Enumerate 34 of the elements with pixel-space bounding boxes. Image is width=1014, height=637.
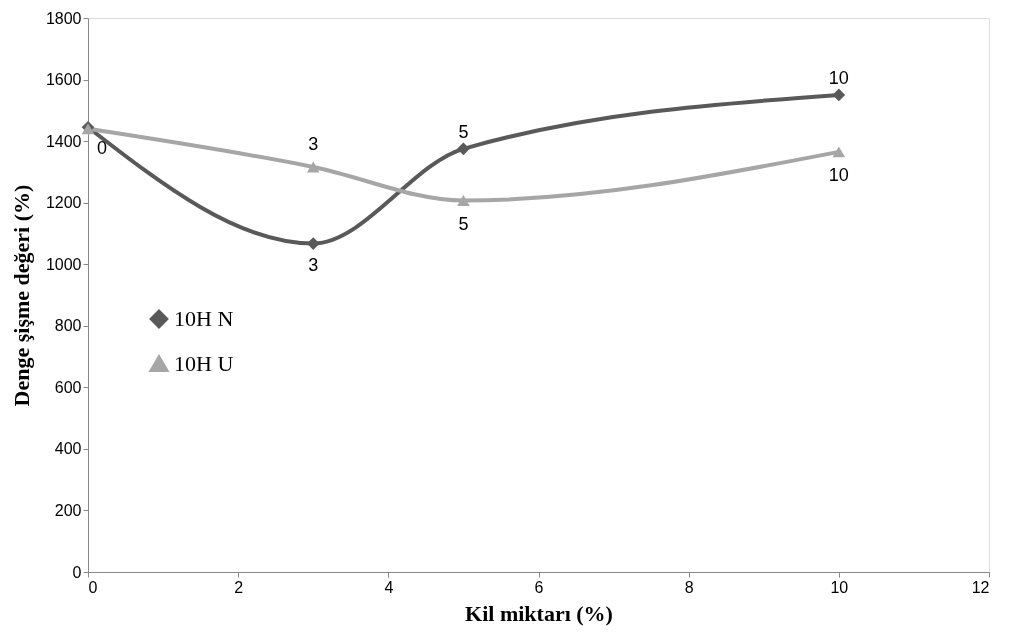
x-tick-label: 4 bbox=[384, 578, 394, 596]
annotation: 10 bbox=[828, 164, 849, 185]
y-tick-label: 1000 bbox=[45, 255, 82, 273]
y-axis-title: Denge şişme değeri (%) bbox=[8, 184, 34, 407]
point bbox=[457, 142, 470, 156]
point bbox=[306, 161, 320, 173]
annotation: 3 bbox=[308, 254, 319, 275]
y-tick-label: 0 bbox=[72, 563, 82, 581]
x-tick-label: 6 bbox=[534, 578, 544, 596]
annotation: 10 bbox=[828, 67, 849, 88]
annotation: 5 bbox=[458, 213, 469, 234]
y-tick-label: 1400 bbox=[45, 132, 82, 150]
y-tick-label: 200 bbox=[54, 501, 82, 519]
x-axis-title: Kil miktarı (%) bbox=[465, 600, 613, 626]
annotation: 0 bbox=[96, 138, 108, 159]
y-tick-label: 600 bbox=[54, 378, 82, 396]
y-tick-label: 400 bbox=[54, 440, 82, 458]
annotation: 3 bbox=[308, 133, 319, 154]
y-tick-label: 1200 bbox=[45, 194, 82, 212]
y-tick-label: 800 bbox=[54, 317, 82, 335]
x-tick-label: 12 bbox=[971, 578, 990, 596]
legend-label: 10H N bbox=[174, 306, 234, 331]
annotation: 5 bbox=[458, 121, 469, 142]
point bbox=[457, 195, 470, 206]
x-tick-label: 2 bbox=[234, 578, 244, 596]
x-tick-label: 0 bbox=[88, 578, 98, 596]
point bbox=[832, 88, 846, 102]
point bbox=[306, 237, 320, 250]
x-tick-label: 8 bbox=[684, 578, 694, 596]
y-tick-label: 1800 bbox=[45, 9, 82, 27]
point bbox=[832, 146, 846, 158]
legend-label: 10H U bbox=[174, 351, 234, 376]
x-tick-label: 10 bbox=[830, 578, 849, 596]
y-tick-label: 1600 bbox=[45, 71, 82, 89]
